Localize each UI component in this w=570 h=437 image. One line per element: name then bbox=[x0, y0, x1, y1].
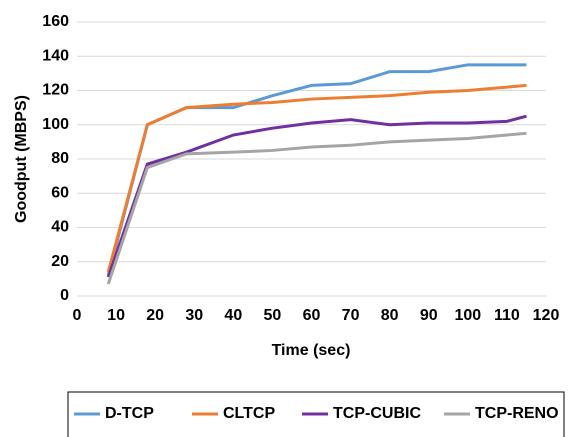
series-line bbox=[106, 63, 527, 276]
y-tick-label: 100 bbox=[42, 116, 69, 133]
x-tick-label: 100 bbox=[454, 307, 481, 324]
x-tick-label: 70 bbox=[342, 307, 360, 324]
x-tick-label: 60 bbox=[303, 307, 321, 324]
series-line bbox=[106, 131, 527, 285]
x-tick-label: 0 bbox=[73, 307, 82, 324]
y-tick-label: 120 bbox=[42, 82, 69, 99]
y-tick-label: 60 bbox=[51, 184, 69, 201]
x-tick-label: 20 bbox=[146, 307, 164, 324]
x-tick-label: 50 bbox=[264, 307, 282, 324]
legend-label: TCP-CUBIC bbox=[333, 405, 421, 422]
x-tick-label: 90 bbox=[420, 307, 438, 324]
y-tick-label: 40 bbox=[51, 219, 69, 236]
x-axis-label: Time (sec) bbox=[272, 342, 351, 359]
series-line bbox=[106, 114, 527, 278]
x-tick-label: 120 bbox=[533, 307, 560, 324]
y-tick-label: 0 bbox=[60, 287, 69, 304]
y-tick-label: 160 bbox=[42, 13, 69, 30]
legend-box bbox=[67, 391, 565, 437]
x-tick-label: 80 bbox=[381, 307, 399, 324]
legend-label: CLTCP bbox=[223, 405, 275, 422]
y-tick-label: 140 bbox=[42, 47, 69, 64]
y-tick-label: 20 bbox=[51, 253, 69, 270]
x-tick-label: 30 bbox=[185, 307, 203, 324]
series-line bbox=[106, 83, 527, 273]
x-tick-label: 10 bbox=[107, 307, 125, 324]
x-tick-label: 40 bbox=[224, 307, 242, 324]
legend-label: TCP-RENO bbox=[475, 405, 559, 422]
legend-label: D-TCP bbox=[105, 405, 154, 422]
x-tick-label: 110 bbox=[494, 307, 520, 324]
y-axis-label: Goodput (MBPS) bbox=[13, 95, 30, 223]
y-tick-label: 80 bbox=[51, 150, 69, 167]
